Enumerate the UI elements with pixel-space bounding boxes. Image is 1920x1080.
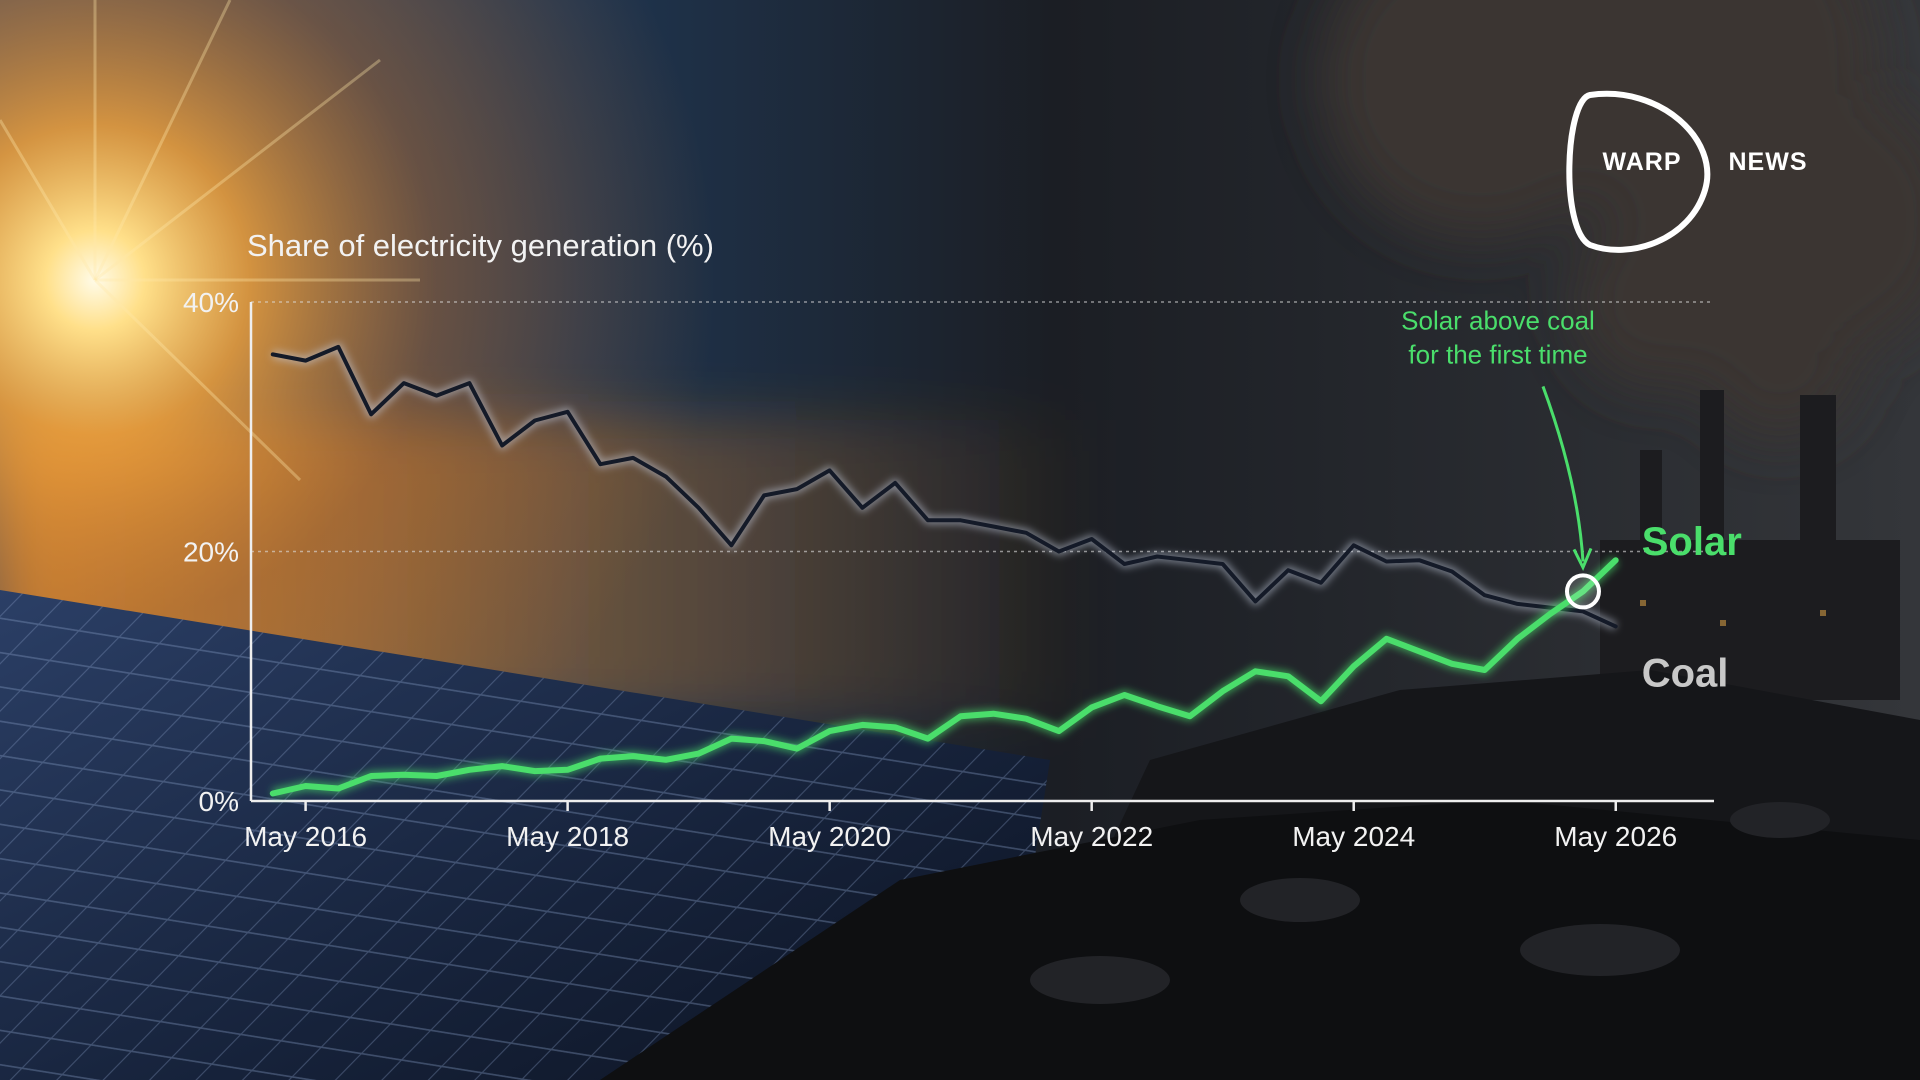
series-label: Coal [1642,651,1729,695]
y-tick-label: 20% [183,537,239,568]
x-tick-label: May 2020 [768,821,891,852]
series-line [270,344,1618,629]
logo-ring [1566,90,1711,253]
x-tick-label: May 2018 [506,821,629,852]
x-tick-label: May 2022 [1030,821,1153,852]
x-tick-label: May 2016 [244,821,367,852]
annotation: Solar above coal [1401,305,1595,335]
y-tick-label: 0% [199,786,239,817]
logo-left: WARP [1603,148,1682,176]
annotation: for the first time [1408,339,1587,369]
series-line [269,557,1619,797]
x-tick-label: May 2024 [1292,821,1415,852]
crossing-marker [1564,573,1601,610]
series-label: Solar [1642,520,1742,564]
logo-right: NEWS [1729,148,1808,176]
annotation-arrowhead [1572,547,1593,572]
logo: WARP NEWS [1566,90,1808,253]
annotation-arrow [1541,385,1585,562]
y-tick-label: 40% [183,287,239,318]
x-tick-label: May 2026 [1554,821,1677,852]
chart-title: Share of electricity generation (%) [247,228,714,263]
